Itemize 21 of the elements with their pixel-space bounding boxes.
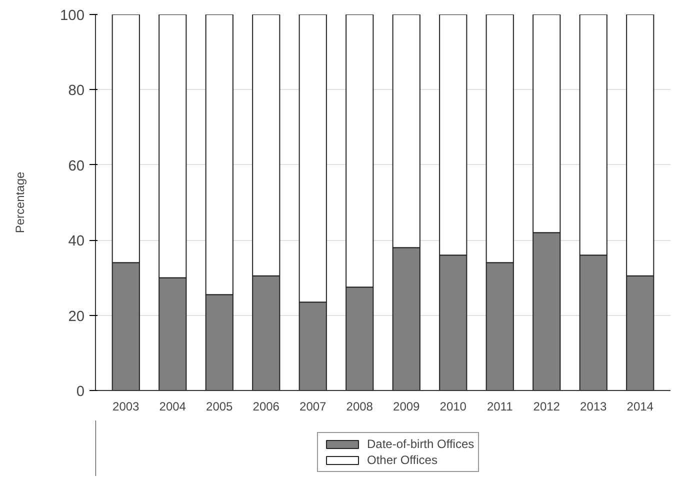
y-tick-label: 100: [60, 8, 85, 24]
x-tick-label: 2006: [252, 400, 280, 414]
y-axis-title: Percentage: [13, 171, 28, 234]
x-tick-label: 2013: [580, 400, 608, 414]
x-tick-label: 2010: [440, 400, 467, 414]
x-tick-label: 2008: [346, 400, 374, 414]
legend-label: Other Offices: [367, 453, 438, 467]
y-tick-label: 20: [68, 308, 85, 325]
y-tick-label: 80: [68, 83, 85, 100]
x-tick-label: 2003: [112, 400, 140, 414]
x-tick-label: 2005: [206, 400, 234, 414]
x-tick-label: 2004: [159, 400, 186, 414]
x-tick-label: 2012: [533, 400, 560, 414]
x-tick-label: 2014: [626, 400, 654, 414]
y-tick-label: 40: [68, 234, 85, 250]
x-tick-label: 2011: [486, 400, 514, 414]
y-tick-label: 0: [76, 384, 85, 400]
legend-label: Date-of-birth Offices: [367, 437, 474, 451]
x-tick-label: 2009: [393, 400, 420, 414]
x-tick-label: 2007: [300, 400, 327, 414]
y-tick-label: 60: [68, 158, 85, 174]
